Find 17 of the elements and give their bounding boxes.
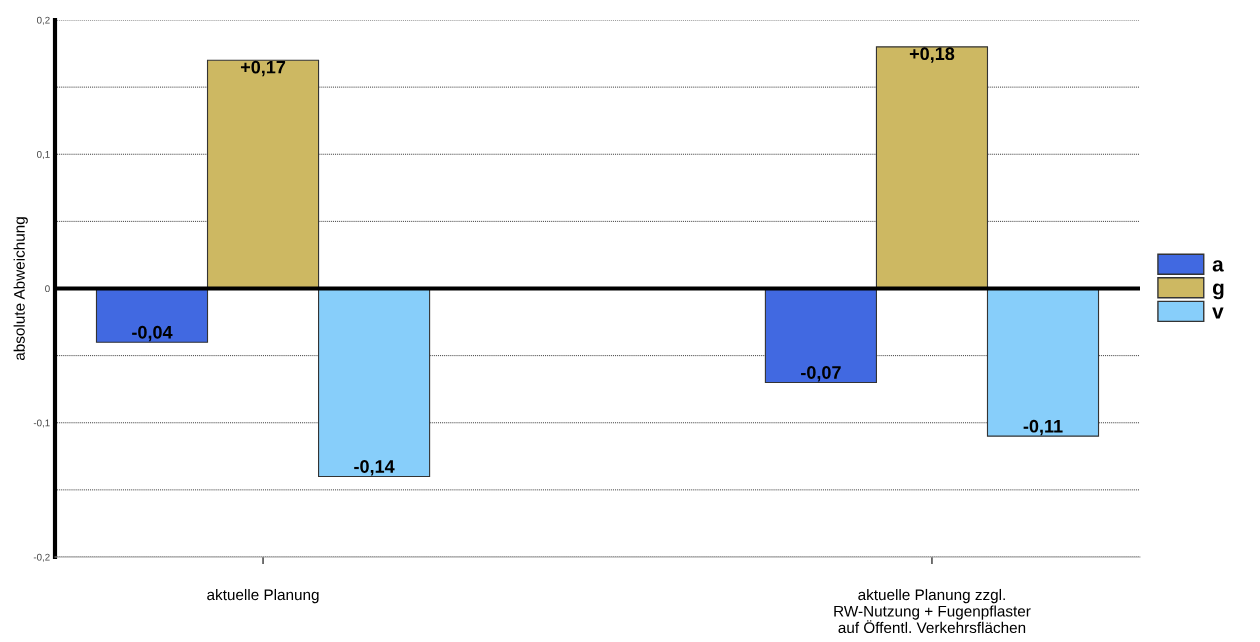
legend-label: v: [1212, 307, 1224, 319]
data-label: +0,18: [909, 47, 955, 63]
y-axis-title: absolute Abweichung: [13, 217, 28, 361]
y-tick-label: -0,2: [33, 553, 50, 562]
legend-label: a: [1212, 260, 1224, 272]
y-tick-label: 0: [45, 285, 50, 293]
data-label: -0,07: [801, 366, 841, 382]
y-tick-label: -0,1: [33, 419, 50, 428]
y-tick-label: 0,2: [37, 16, 50, 25]
x-tick-label: aktuelle Planung: [207, 588, 319, 604]
data-label: -0,11: [1023, 419, 1063, 436]
data-label: -0,04: [132, 325, 173, 342]
data-label: -0,14: [354, 460, 395, 476]
y-tick-label: 0,1: [37, 150, 50, 160]
x-tick-label: aktuelle Planung zzgl. RW-Nutzung + Fugenpflaster auf Öffentl. Verkehrsflächen: [834, 588, 1031, 634]
data-label: +0,17: [240, 60, 286, 77]
legend-label: g: [1212, 283, 1224, 300]
